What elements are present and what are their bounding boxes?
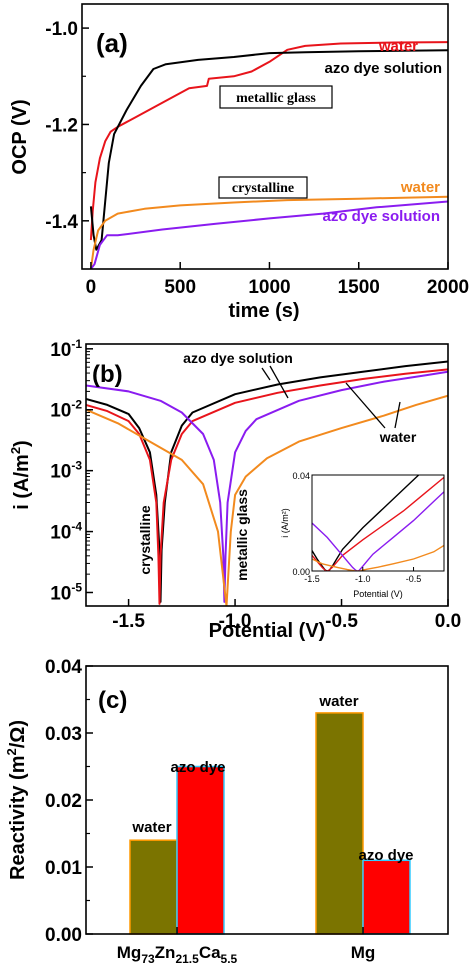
panel-a-xlabel: time (s) — [228, 300, 299, 322]
panel-b-water-arrow-2 — [394, 401, 401, 429]
panel-a: 0 500 1000 1500 2000 -1.4 -1.2 -1.0 (a) time (s… — [9, 3, 469, 322]
panel-a-crystalline-label: crystalline — [232, 181, 294, 196]
panel-b-series-orange-line — [86, 394, 448, 606]
panel-a-metallic-glass-label: metallic glass — [236, 91, 316, 106]
panel-c-bar-water-1 — [129, 839, 178, 935]
panel-b-inset-xtick-label: -1.0 — [355, 574, 371, 584]
panel-b-ylabel: i (A/m2) — [8, 440, 33, 509]
panel-b-inset-ylabel: i (A/m²) — [280, 508, 290, 538]
panel-b-inset-xtick-label: -1.5 — [304, 574, 320, 584]
panel-c-category-label-2: Mg — [351, 943, 376, 962]
panel-c-category-labels: Mg73Zn21.5Ca5.5 Mg — [117, 927, 376, 965]
panel-c-bar-label-water-1: water — [131, 819, 171, 836]
panel-b-water-label: water — [379, 429, 417, 445]
panel-b-azo-label: azo dye solution — [183, 350, 293, 366]
panel-a-frame — [81, 3, 449, 270]
panel-b-inset-ticks: -1.5 -1.0 -0.5 0.00 0.04 — [292, 471, 421, 584]
panel-c-bar-water-2 — [315, 712, 364, 935]
panel-b-label: (b) — [92, 361, 123, 388]
panel-b-inset-series-orange-line — [312, 544, 444, 571]
panel-a-label-azo-black: azo dye solution — [324, 60, 442, 77]
panel-b-inset-xtick-label: -0.5 — [406, 574, 422, 584]
panel-a-crystalline-box — [218, 176, 308, 199]
panel-b-inset-xlabel: Potential (V) — [353, 589, 403, 599]
panel-b-xtick-label: -0.5 — [325, 611, 358, 632]
panel-c-category-label-1: Mg73Zn21.5Ca5.5 — [117, 943, 238, 965]
panel-b-ytick-label: 10-1 — [50, 337, 82, 361]
panel-b-inset-ytick-label: 0.04 — [292, 471, 310, 481]
panel-c-bar-label-azo-2: azo dye — [358, 847, 413, 864]
panel-b-azo-arrow-1 — [261, 367, 271, 381]
panel-a-xtick-label: 0 — [86, 277, 97, 298]
panel-a-ytick-label: -1.2 — [45, 115, 78, 136]
panel-b-ytick-label: 10-4 — [50, 520, 82, 544]
panel-b-plot-area — [86, 360, 448, 606]
panel-c-ytick-label: 0.01 — [45, 858, 82, 879]
panel-c-plot-area — [129, 712, 411, 935]
panel-b-water-arrow-1 — [345, 382, 386, 429]
panel-b-frame — [85, 343, 449, 607]
panel-b-series-red-line — [86, 368, 448, 605]
panel-a-xtick-label: 2000 — [427, 277, 469, 298]
panel-b-xtick-label: -1.5 — [112, 611, 145, 632]
panel-c-label: (c) — [98, 687, 127, 714]
panel-a-series-purple-line — [90, 200, 448, 269]
panel-c-ytick-label: 0.04 — [45, 657, 82, 678]
panel-c-ylabel: Reactivity (m2/Ω) — [4, 720, 29, 880]
panel-c-ytick-label: 0.03 — [45, 724, 82, 745]
panel-b-inset: -1.5 -1.0 -0.5 0.00 0.04 Potential (V) i (A/… — [280, 471, 445, 599]
panel-b-inset-background — [312, 475, 444, 571]
panel-c-bar-label-water-2: water — [318, 693, 358, 710]
panel-c-ticks: 0.00 0.01 0.02 0.03 0.04 — [45, 657, 93, 946]
panel-b-metallic-glass-label: metallic glass — [234, 489, 250, 581]
panel-b-azo-arrow-2 — [269, 365, 289, 399]
panel-c-bar-azo-dye-1 — [176, 765, 225, 935]
panel-b: -1.5 -1.0 -0.5 0.010-510-410-310-210-1 (b) … — [8, 337, 461, 642]
panel-a-xtick-label: 500 — [164, 277, 196, 298]
panel-a-xtick-label: 1500 — [338, 277, 380, 298]
panel-c-ytick-label: 0.02 — [45, 791, 82, 812]
panel-a-series-orange-line — [89, 195, 448, 269]
panel-b-ytick-label: 10-5 — [50, 580, 82, 604]
panel-c-bar-label-azo-1: azo dye — [170, 759, 225, 776]
panel-a-label-water-orange: water — [400, 179, 440, 196]
panel-b-inset-ytick-label: 0.00 — [292, 567, 310, 577]
panel-b-ytick-label: 10-2 — [50, 398, 82, 422]
panel-c-ytick-label: 0.00 — [45, 925, 82, 946]
panel-b-crystalline-label: crystalline — [137, 505, 153, 574]
panel-b-xtick-label: 0.0 — [435, 611, 461, 632]
panel-a-ytick-label: -1.0 — [45, 19, 78, 40]
panel-a-series-red-line — [89, 41, 448, 241]
panel-b-series-purple-line — [86, 370, 448, 603]
panel-b-series-black-line — [86, 360, 448, 603]
panel-b-xlabel: Potential (V) — [209, 620, 326, 642]
panel-a-ylabel: OCP (V) — [9, 99, 31, 174]
panel-a-plot-area — [89, 41, 448, 269]
panel-a-label: (a) — [96, 28, 128, 58]
panel-a-ytick-label: -1.4 — [45, 212, 78, 233]
panel-a-label-water-red: water — [378, 38, 418, 55]
panel-c: 0.00 0.01 0.02 0.03 0.04 (c) Reactivity (m2/… — [4, 657, 449, 965]
panel-c-bar-azo-dye-2 — [362, 859, 411, 935]
panel-a-ticks: 0 500 1000 1500 2000 -1.4 -1.2 -1.0 — [45, 19, 469, 298]
panel-b-xtick-label: -1.0 — [219, 611, 252, 632]
panel-b-inset-frame — [311, 474, 445, 572]
panel-b-ytick-label: 10-3 — [50, 459, 82, 483]
panel-a-metallic-glass-box — [219, 85, 333, 109]
panel-a-series-black-line — [89, 49, 448, 251]
panel-a-label-azo-purple: azo dye solution — [322, 208, 440, 225]
panel-b-ticks: -1.5 -1.0 -0.5 0.0 10-5 10-4 10-3 10-2 10-1 — [50, 337, 461, 632]
panel-a-xtick-label: 1000 — [248, 277, 290, 298]
